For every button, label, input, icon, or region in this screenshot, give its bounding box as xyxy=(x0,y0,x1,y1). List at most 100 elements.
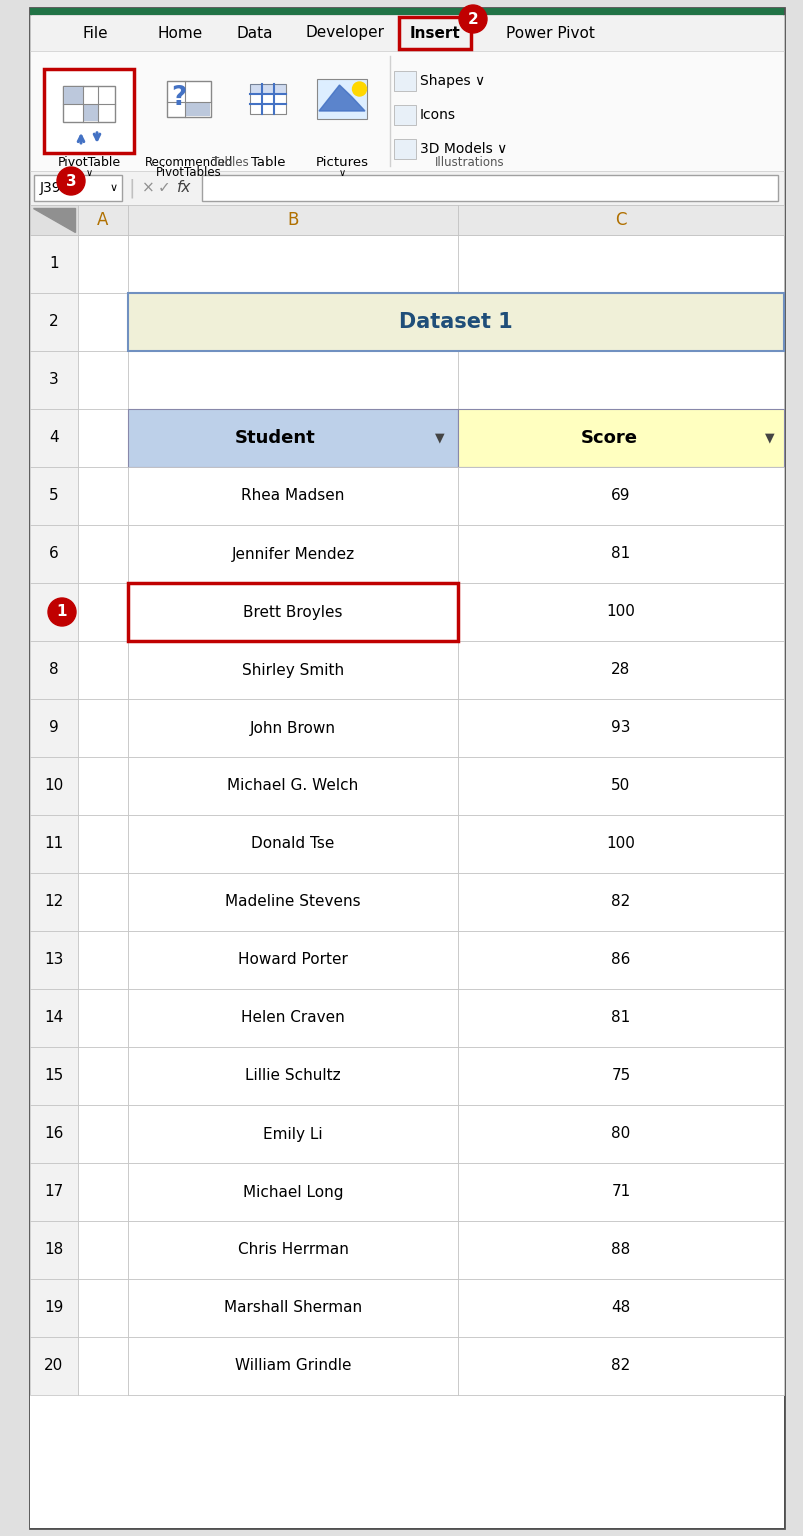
Text: ∨: ∨ xyxy=(110,183,118,194)
Text: 80: 80 xyxy=(610,1126,630,1141)
Text: 69: 69 xyxy=(610,488,630,504)
Bar xyxy=(30,204,783,1528)
Bar xyxy=(458,699,783,757)
Text: Marshall Sherman: Marshall Sherman xyxy=(224,1301,361,1315)
Bar xyxy=(458,1048,783,1104)
Text: Helen Craven: Helen Craven xyxy=(241,1011,344,1026)
Bar xyxy=(128,409,458,467)
Bar xyxy=(30,15,783,51)
Text: Developer: Developer xyxy=(305,26,384,40)
Bar xyxy=(30,641,78,699)
Bar xyxy=(30,525,78,584)
Text: ?: ? xyxy=(171,84,187,111)
Text: Chris Herrman: Chris Herrman xyxy=(237,1243,348,1258)
Bar xyxy=(458,757,783,816)
Bar xyxy=(458,204,783,235)
Bar xyxy=(78,1221,128,1279)
Bar xyxy=(84,106,98,121)
Text: ∨: ∨ xyxy=(338,167,345,178)
Text: 2: 2 xyxy=(49,315,59,330)
Circle shape xyxy=(459,5,487,32)
Bar xyxy=(458,467,783,525)
Text: 7: 7 xyxy=(49,605,59,619)
Polygon shape xyxy=(33,207,75,232)
Text: 20: 20 xyxy=(44,1358,63,1373)
Bar xyxy=(30,204,783,235)
Bar xyxy=(78,235,128,293)
Bar xyxy=(128,872,458,931)
Bar xyxy=(128,931,458,989)
Bar xyxy=(128,1336,458,1395)
Text: 1: 1 xyxy=(49,257,59,272)
Bar xyxy=(458,584,783,641)
Bar xyxy=(128,1163,458,1221)
Bar xyxy=(30,1336,78,1395)
Text: 8: 8 xyxy=(49,662,59,677)
Bar xyxy=(458,1336,783,1395)
Bar xyxy=(128,1048,458,1104)
Text: Icons: Icons xyxy=(419,108,455,121)
Text: 28: 28 xyxy=(610,662,630,677)
Bar xyxy=(78,409,128,467)
Bar xyxy=(458,1104,783,1163)
Bar xyxy=(458,1163,783,1221)
Bar xyxy=(128,757,458,816)
Text: 11: 11 xyxy=(44,837,63,851)
Bar xyxy=(63,86,115,123)
Text: Illustrations: Illustrations xyxy=(434,155,504,169)
Bar xyxy=(30,757,78,816)
Text: Brett Broyles: Brett Broyles xyxy=(243,605,342,619)
Bar xyxy=(458,467,783,525)
Text: 19: 19 xyxy=(44,1301,63,1315)
Text: Madeline Stevens: Madeline Stevens xyxy=(225,894,361,909)
Bar xyxy=(30,467,78,525)
Text: Home: Home xyxy=(157,26,202,40)
Bar xyxy=(128,931,458,989)
Text: Howard Porter: Howard Porter xyxy=(238,952,348,968)
Bar xyxy=(128,584,458,641)
Bar xyxy=(128,293,458,352)
Bar xyxy=(128,641,458,699)
Text: Recommended: Recommended xyxy=(145,155,233,169)
Bar xyxy=(128,1221,458,1279)
Text: 81: 81 xyxy=(610,547,630,562)
Bar xyxy=(30,584,78,641)
Text: 48: 48 xyxy=(610,1301,630,1315)
Bar xyxy=(128,1104,458,1163)
Bar xyxy=(30,1279,78,1336)
Text: Insert: Insert xyxy=(409,26,460,40)
Text: Shirley Smith: Shirley Smith xyxy=(242,662,344,677)
Bar xyxy=(128,816,458,872)
Text: Rhea Madsen: Rhea Madsen xyxy=(241,488,344,504)
Bar xyxy=(458,641,783,699)
Bar xyxy=(458,641,783,699)
Bar xyxy=(250,84,286,114)
Bar xyxy=(458,816,783,872)
Text: 71: 71 xyxy=(610,1184,630,1200)
Bar xyxy=(30,1048,78,1104)
Bar xyxy=(458,584,783,641)
Text: B: B xyxy=(287,210,299,229)
Text: 3: 3 xyxy=(49,373,59,387)
Bar xyxy=(78,584,128,641)
Bar xyxy=(78,699,128,757)
Bar xyxy=(128,872,458,931)
Text: 50: 50 xyxy=(610,779,630,794)
Bar xyxy=(30,816,78,872)
Text: Emily Li: Emily Li xyxy=(263,1126,323,1141)
Bar xyxy=(458,525,783,584)
Bar xyxy=(30,989,78,1048)
Bar xyxy=(393,71,415,91)
Text: File: File xyxy=(82,26,108,40)
Bar xyxy=(128,467,458,525)
Bar xyxy=(30,409,78,467)
Text: William Grindle: William Grindle xyxy=(234,1358,351,1373)
Bar xyxy=(458,1221,783,1279)
Bar xyxy=(128,1336,458,1395)
Text: Donald Tse: Donald Tse xyxy=(251,837,334,851)
Bar xyxy=(128,293,783,352)
Text: 5: 5 xyxy=(49,488,59,504)
Bar xyxy=(458,1221,783,1279)
Bar xyxy=(64,88,83,104)
Bar xyxy=(78,816,128,872)
